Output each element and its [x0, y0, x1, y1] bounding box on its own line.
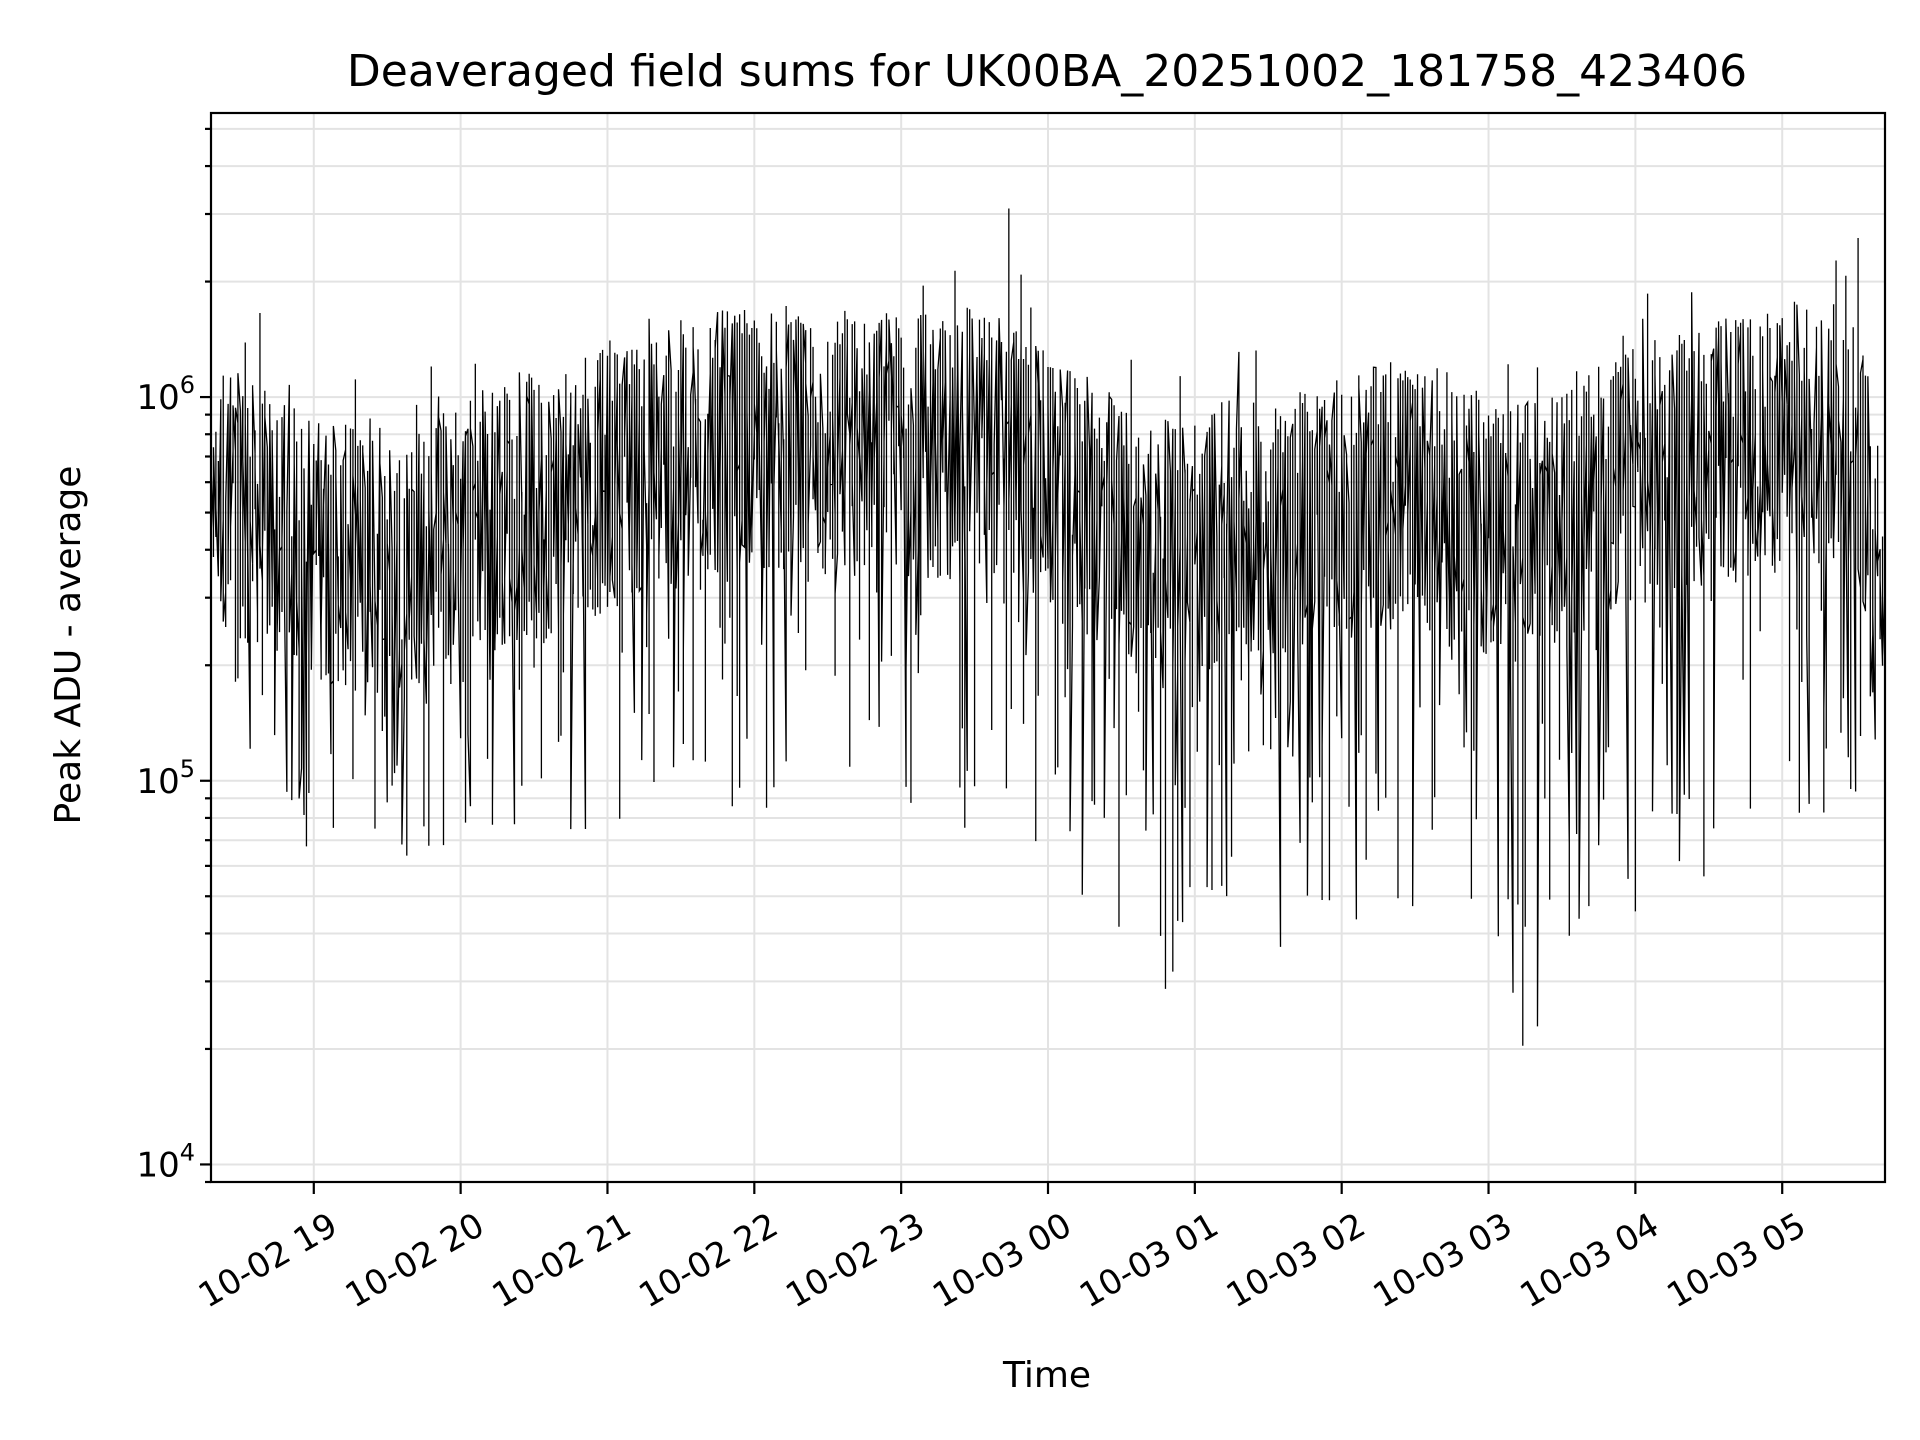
data-series-line	[210, 208, 1886, 1046]
y-axis: 104 105 106	[136, 127, 211, 1185]
y-tick-label: 105	[136, 755, 195, 802]
y-tick-label: 106	[136, 371, 195, 418]
y-axis-label: Peak ADU - average	[48, 466, 89, 825]
x-axis-label: Time	[1002, 1355, 1091, 1396]
y-tick-label: 104	[136, 1138, 195, 1185]
series-area	[210, 208, 1886, 1046]
chart-title: Deaveraged field sums for UK00BA_2025100…	[347, 46, 1747, 97]
